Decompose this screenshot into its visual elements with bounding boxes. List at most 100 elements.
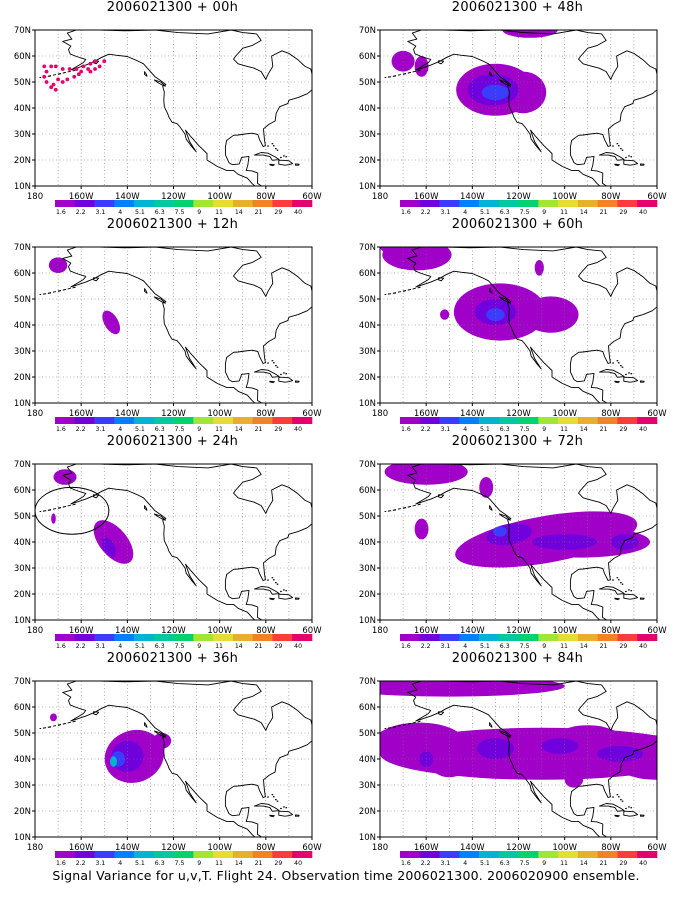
lon-label: 140W — [115, 409, 140, 419]
island — [271, 360, 274, 362]
variance-contour-low — [564, 772, 584, 788]
panel-title: 2006021300 + 84h — [451, 651, 584, 666]
colorbar-swatch — [419, 634, 440, 641]
panel-title: 2006021300 + 00h — [106, 0, 239, 15]
lon-label: 60W — [302, 409, 322, 419]
coastline — [407, 30, 657, 186]
lon-label: 120W — [161, 409, 186, 419]
colorbar-label: 21 — [600, 209, 608, 216]
coastline — [438, 60, 445, 65]
island — [283, 372, 285, 374]
island — [267, 362, 269, 364]
island — [267, 579, 269, 581]
island — [620, 799, 622, 801]
observation-point — [81, 64, 86, 69]
coastline — [623, 376, 639, 383]
island — [272, 579, 275, 581]
colorbar: 1.6 2.2 3.1 4 5.1 6.3 7.5 9 11 14 21 29 40 — [55, 417, 313, 433]
coastline — [639, 380, 645, 383]
colorbar-label: 5.1 — [480, 860, 490, 867]
island — [630, 590, 633, 592]
island — [630, 156, 633, 158]
map-area — [380, 247, 657, 403]
colorbar-label: 3.1 — [96, 860, 106, 867]
colorbar-swatch — [252, 634, 273, 641]
variance-contour-mid — [596, 746, 644, 762]
colorbar-label: 6.3 — [155, 426, 165, 433]
colorbar-label: 2.2 — [76, 209, 86, 216]
lon-label: 180 — [372, 192, 388, 202]
lon-label: 60W — [647, 409, 667, 419]
colorbar-swatch — [459, 634, 480, 641]
colorbar-swatch — [74, 200, 95, 207]
island — [271, 143, 274, 145]
island — [272, 362, 275, 364]
colorbar-swatch — [518, 200, 539, 207]
coastline — [614, 380, 620, 384]
colorbar-swatch — [213, 634, 234, 641]
grid — [35, 464, 312, 620]
observation-point — [72, 74, 77, 79]
island — [625, 590, 627, 593]
map-area — [380, 681, 657, 837]
observation-point — [60, 67, 65, 71]
variance-contour-low — [50, 713, 57, 722]
lat-label: 20N — [14, 590, 31, 600]
colorbar-label: 40 — [639, 209, 647, 216]
colorbar-label: 21 — [255, 426, 263, 433]
lon-label: 60W — [302, 192, 322, 202]
colorbar-label: 29 — [274, 209, 282, 216]
colorbar-label: 1.6 — [56, 426, 66, 433]
colorbar-label: 9 — [542, 426, 546, 433]
island — [283, 589, 285, 591]
colorbar: 1.6 2.2 3.1 4 5.1 6.3 7.5 9 11 14 21 29 40 — [55, 634, 313, 650]
lon-label: 120W — [506, 843, 531, 853]
lon-label: 180 — [27, 192, 43, 202]
lat-label: 70N — [359, 243, 376, 253]
lat-label: 40N — [14, 538, 31, 548]
colorbar-label: 3.1 — [96, 209, 106, 216]
coastline — [294, 597, 300, 600]
coastline — [269, 597, 275, 601]
variance-contour-low — [384, 464, 468, 485]
lon-label: 180 — [27, 409, 43, 419]
colorbar-swatch — [597, 634, 618, 641]
colorbar-label: 14 — [580, 426, 588, 433]
grid — [380, 681, 657, 837]
colorbar-label: 5.1 — [480, 426, 490, 433]
lon-label: 60W — [302, 843, 322, 853]
island — [616, 577, 619, 579]
coastline — [488, 722, 493, 728]
island — [628, 155, 630, 157]
observation-point — [42, 64, 47, 69]
aleutian-islands — [39, 286, 77, 296]
coastline — [658, 78, 674, 91]
colorbar-label: 11 — [560, 860, 568, 867]
coastline — [614, 814, 620, 818]
colorbar-swatch — [498, 417, 519, 424]
island — [280, 590, 282, 593]
colorbar-swatch — [292, 200, 313, 207]
coastline — [639, 814, 645, 817]
coastline — [62, 247, 312, 403]
colorbar-label: 14 — [580, 209, 588, 216]
lat-label: 40N — [359, 104, 376, 114]
map-plot: 10N 20N 30N 40N 50N 60N 70N 180 160W 140W 120W 100W… — [359, 243, 667, 433]
lat-label: 10N — [14, 833, 31, 843]
colorbar-label: 29 — [619, 643, 627, 650]
lon-label: 60W — [647, 626, 667, 636]
colorbar-swatch — [193, 634, 214, 641]
colorbar-swatch — [193, 417, 214, 424]
map-plot: 10N 20N 30N 40N 50N 60N 70N 180 160W 140W 120W 100W… — [14, 243, 322, 433]
variance-contour-mid — [476, 738, 514, 759]
variance-contour-low — [534, 260, 544, 276]
island — [620, 148, 622, 150]
colorbar-swatch — [558, 417, 579, 424]
colorbar-label: 7.5 — [520, 426, 530, 433]
lon-label: 100W — [207, 843, 232, 853]
colorbar-swatch — [617, 200, 638, 207]
colorbar-swatch — [94, 634, 115, 641]
lat-label: 10N — [359, 399, 376, 409]
variance-contour-low — [51, 513, 56, 524]
lon-label: 160W — [414, 192, 439, 202]
